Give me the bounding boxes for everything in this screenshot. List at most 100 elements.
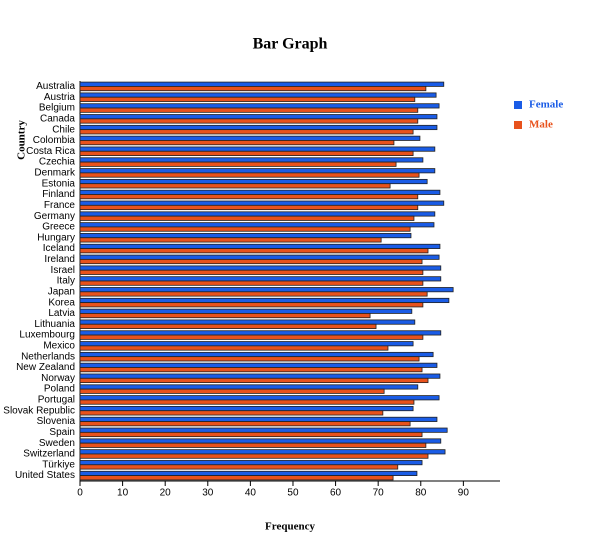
bar — [79, 81, 445, 87]
y-tick-label: Denmark — [34, 168, 76, 179]
y-tick-label: Türkiye — [42, 459, 75, 470]
bar — [79, 319, 416, 325]
legend-label: Female — [529, 99, 563, 111]
y-tick-label: Chile — [52, 124, 75, 135]
bar — [79, 222, 435, 228]
bar — [79, 323, 377, 329]
y-tick-label: Poland — [44, 384, 75, 395]
y-tick-label: Iceland — [43, 243, 75, 254]
bar — [79, 341, 414, 347]
bar — [79, 211, 436, 217]
y-tick-label: Ireland — [44, 254, 75, 265]
bar — [79, 399, 415, 405]
bar — [79, 313, 371, 319]
y-tick-label: Korea — [48, 297, 75, 308]
bar — [79, 345, 389, 351]
bar — [79, 362, 438, 368]
y-tick-label: Slovak Republic — [3, 405, 75, 416]
bar — [79, 226, 411, 232]
y-tick-label: Latvia — [48, 308, 75, 319]
y-tick-label: Lithuania — [34, 319, 75, 330]
bar — [79, 427, 448, 433]
bar — [79, 146, 436, 152]
bar — [79, 302, 424, 308]
x-tick-label: 20 — [160, 488, 172, 499]
bar — [79, 215, 415, 221]
bar — [79, 334, 424, 340]
bar — [79, 356, 420, 362]
bar — [79, 150, 414, 156]
y-axis-label: Country — [16, 120, 28, 160]
bar — [79, 291, 428, 297]
bar — [79, 395, 440, 401]
bar — [79, 204, 419, 211]
y-tick-label: Spain — [49, 427, 75, 438]
y-tick-label: Luxembourg — [19, 330, 75, 341]
bar — [79, 129, 414, 135]
bar — [79, 410, 384, 416]
bar — [79, 178, 428, 185]
y-tick-label: Netherlands — [21, 351, 75, 362]
y-tick-label: Sweden — [39, 438, 75, 449]
bar — [79, 377, 429, 384]
y-tick-label: Germany — [34, 211, 75, 222]
bar — [79, 92, 437, 98]
bar — [79, 330, 442, 336]
x-tick-label: 10 — [117, 488, 129, 499]
bar — [79, 243, 441, 249]
bar — [79, 86, 427, 92]
bar — [79, 233, 412, 239]
bar — [79, 464, 399, 470]
bar — [79, 406, 414, 412]
chart-title: Bar Graph — [253, 36, 328, 53]
x-axis-label: Frequency — [265, 521, 315, 533]
x-tick-label: 40 — [245, 488, 257, 499]
x-tick-label: 60 — [330, 488, 342, 499]
bar — [79, 265, 442, 271]
bar — [79, 258, 423, 265]
bar — [79, 280, 424, 286]
y-tick-label: Costa Rica — [26, 146, 75, 157]
y-tick-label: Austria — [44, 92, 76, 103]
y-tick-label: Israel — [51, 265, 75, 276]
bar — [79, 183, 391, 189]
bar — [79, 157, 424, 163]
x-tick-label: 80 — [415, 488, 427, 499]
y-tick-label: Greece — [42, 222, 75, 233]
bar — [79, 254, 440, 260]
x-tick-label: 50 — [287, 488, 299, 499]
bar — [79, 442, 427, 448]
y-tick-label: Mexico — [43, 341, 75, 352]
bar — [79, 438, 442, 444]
y-tick-label: Colombia — [33, 135, 76, 146]
bar — [79, 449, 446, 455]
bar — [79, 118, 419, 124]
y-tick-label: New Zealand — [16, 362, 75, 373]
legend-swatch — [514, 101, 522, 109]
bar — [79, 172, 420, 178]
bar — [79, 168, 436, 174]
bar — [79, 373, 441, 379]
bar — [79, 194, 419, 200]
bar — [79, 189, 441, 195]
bar — [79, 237, 382, 243]
bar — [79, 351, 434, 358]
legend-swatch — [514, 121, 522, 129]
bar — [79, 200, 445, 206]
bar — [79, 384, 419, 390]
x-tick-label: 0 — [77, 488, 83, 499]
bar — [79, 96, 416, 102]
y-tick-label: United States — [15, 470, 75, 481]
x-tick-label: 70 — [373, 488, 385, 499]
bar — [79, 470, 418, 476]
y-tick-label: Switzerland — [23, 449, 75, 460]
y-tick-label: Estonia — [42, 178, 76, 189]
bar — [79, 276, 442, 282]
bar — [79, 107, 419, 113]
y-tick-label: Portugal — [38, 395, 75, 406]
bar — [79, 248, 429, 254]
bar — [79, 388, 385, 394]
bar — [79, 453, 429, 459]
bar — [79, 135, 421, 141]
